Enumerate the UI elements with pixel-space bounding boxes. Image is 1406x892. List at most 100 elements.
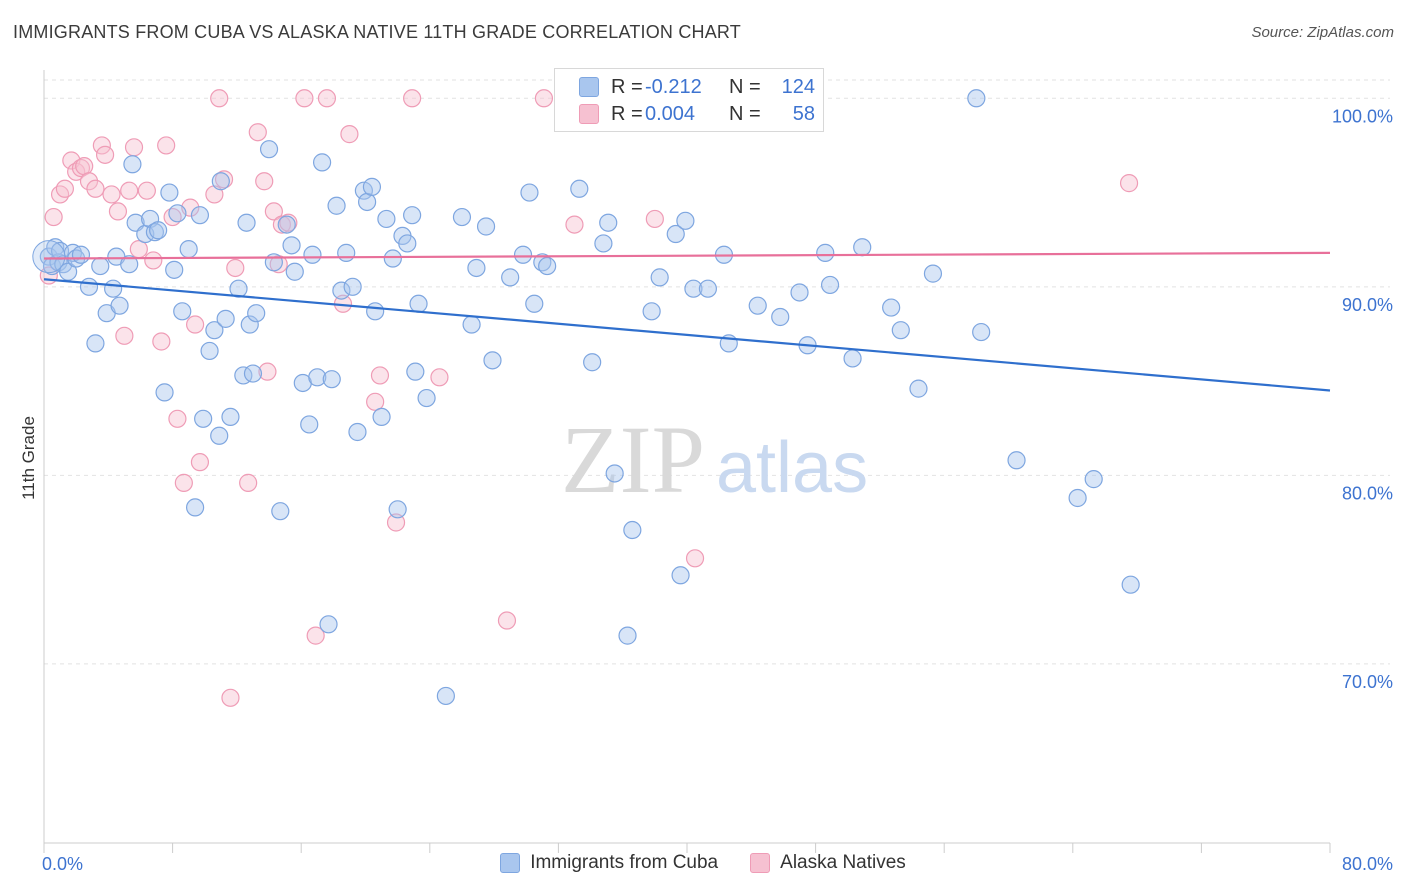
data-point-cuba [308, 368, 327, 387]
data-point-cuba [319, 615, 338, 634]
data-point-alaska-natives [210, 89, 229, 108]
data-point-alaska-natives [174, 473, 193, 492]
data-point-cuba [211, 172, 230, 191]
data-point-cuba [160, 183, 179, 202]
n-label: N = [729, 102, 761, 125]
data-point-alaska-natives [317, 89, 337, 108]
data-point-cuba [820, 275, 840, 295]
data-point-cuba [409, 294, 428, 313]
data-point-cuba [771, 307, 790, 327]
data-point-cuba [1068, 488, 1087, 508]
data-point-alaska-natives [108, 202, 128, 221]
data-point-alaska-natives [340, 125, 359, 144]
data-point-cuba [671, 566, 690, 585]
data-point-cuba [383, 249, 402, 268]
data-point-cuba [271, 502, 290, 521]
data-point-alaska-natives [226, 258, 245, 278]
data-point-alaska-natives [497, 611, 517, 630]
series-legend: Immigrants from Cuba Alaska Natives [0, 852, 1406, 874]
data-point-alaska-natives [79, 172, 99, 191]
data-point-alaska-natives [255, 172, 274, 191]
data-point-cuba [398, 234, 417, 253]
data-point-cuba [259, 140, 279, 159]
r-label: R = [611, 102, 643, 125]
data-point-cuba [110, 296, 129, 315]
source-label: Source: ZipAtlas.com [1251, 24, 1394, 41]
r-value: -0.212 [645, 75, 702, 98]
data-point-cuba [520, 183, 539, 202]
data-point-cuba [583, 353, 602, 372]
legend-label-alaska: Alaska Natives [780, 852, 906, 873]
n-value: 58 [792, 102, 815, 125]
data-point-cuba [923, 264, 943, 283]
data-point-alaska-natives [430, 368, 449, 387]
data-point-cuba [337, 243, 356, 262]
n-label: N = [729, 75, 761, 98]
data-point-alaska-natives [144, 251, 163, 270]
watermark-atlas: atlas [716, 428, 868, 508]
data-point-cuba [623, 520, 642, 540]
data-point-cuba [377, 209, 396, 229]
data-point-alaska-natives [403, 89, 422, 108]
data-point-cuba [86, 334, 105, 353]
data-point-alaska-natives [370, 366, 390, 385]
data-point-alaska-natives [75, 157, 94, 176]
data-point-cuba [513, 245, 533, 264]
data-point-cuba [221, 407, 240, 427]
data-point-cuba [71, 245, 91, 264]
stats-row-alaska: R = 0.004 N = 58 [579, 102, 815, 126]
data-point-cuba [312, 153, 332, 172]
stats-legend: R = -0.212 N = 124 R = 0.004 N = 58 [554, 68, 824, 132]
data-point-alaska-natives [685, 549, 705, 568]
data-point-cuba [1121, 575, 1140, 594]
data-point-alaska-natives [645, 209, 664, 229]
data-point-cuba [476, 217, 496, 236]
data-point-alaska-natives [190, 453, 210, 472]
data-point-cuba [210, 426, 229, 445]
data-point-cuba [277, 215, 296, 234]
data-point-alaska-natives [248, 123, 267, 142]
data-point-cuba [190, 206, 210, 225]
data-point-cuba [698, 279, 717, 298]
data-point-cuba [605, 464, 624, 483]
data-point-alaska-natives [152, 332, 171, 351]
legend-item-alaska[interactable]: Alaska Natives [750, 852, 906, 874]
data-point-cuba [816, 243, 835, 262]
data-point-cuba [343, 277, 362, 296]
data-point-cuba [300, 415, 319, 434]
data-point-cuba [362, 177, 382, 196]
data-point-alaska-natives [120, 181, 139, 200]
data-point-cuba [525, 294, 544, 313]
trend-line-cuba [43, 278, 1331, 392]
data-point-cuba [790, 283, 809, 302]
data-point-alaska-natives [306, 626, 325, 645]
data-point-cuba [594, 234, 613, 253]
data-point-alaska-natives [55, 179, 74, 198]
data-point-cuba [322, 370, 341, 389]
data-point-cuba [165, 260, 184, 279]
data-point-alaska-natives [86, 179, 105, 198]
trend-line-alaska-natives [43, 251, 1331, 260]
data-point-cuba [149, 221, 168, 240]
data-point-cuba [684, 279, 703, 298]
legend-item-cuba[interactable]: Immigrants from Cuba [500, 852, 718, 874]
data-point-cuba [145, 223, 165, 242]
data-point-cuba [200, 341, 219, 361]
data-point-cuba [599, 213, 618, 232]
data-point-alaska-natives [129, 240, 148, 259]
data-point-alaska-natives [272, 215, 292, 234]
data-point-alaska-natives [50, 185, 70, 204]
legend-label-cuba: Immigrants from Cuba [530, 852, 719, 873]
r-label: R = [611, 75, 643, 98]
y-tick-label: 100.0% [1332, 106, 1393, 126]
data-point-cuba [372, 407, 391, 427]
blue-swatch [500, 853, 521, 873]
data-point-cuba [462, 315, 481, 334]
data-point-cuba [1007, 451, 1026, 470]
data-point-alaska-natives [95, 145, 115, 164]
data-point-cuba [91, 256, 110, 276]
data-point-cuba [247, 304, 266, 323]
data-point-cuba [452, 207, 472, 227]
data-point-cuba [240, 315, 259, 334]
